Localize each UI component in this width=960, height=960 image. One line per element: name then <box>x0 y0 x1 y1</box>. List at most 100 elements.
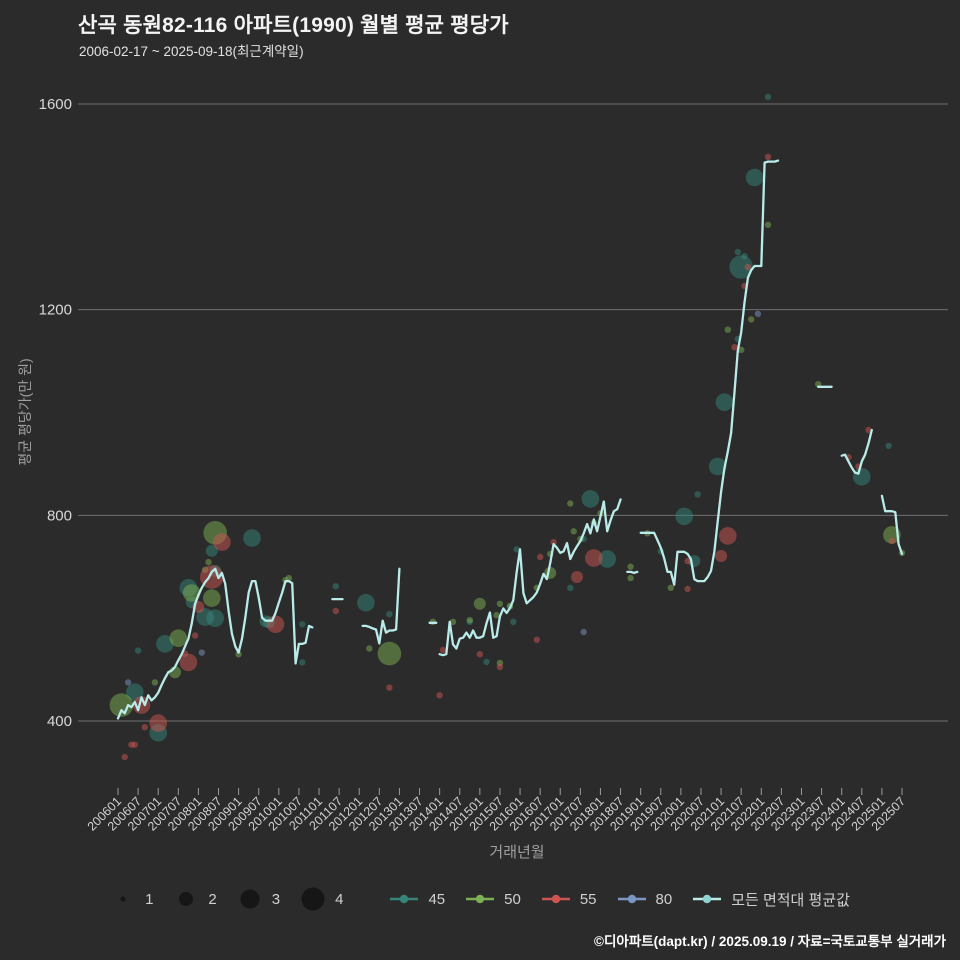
data-point-55[interactable] <box>179 653 198 672</box>
data-point-55[interactable] <box>121 753 128 761</box>
data-point-45[interactable] <box>483 658 490 666</box>
data-point-50[interactable] <box>377 641 402 666</box>
data-point-50[interactable] <box>182 584 201 602</box>
footer-credit: ©디아파트(dapt.kr) / 2025.09.19 / 자료=국토교통부 실… <box>594 934 946 949</box>
data-point-45[interactable] <box>764 93 772 101</box>
data-point-80[interactable] <box>580 628 587 636</box>
data-point-55[interactable] <box>550 538 557 546</box>
data-point-55[interactable] <box>191 632 199 639</box>
data-point-50[interactable] <box>627 574 634 582</box>
data-point-55[interactable] <box>496 663 504 671</box>
data-point-55[interactable] <box>744 263 752 271</box>
data-point-80[interactable] <box>124 679 132 686</box>
data-point-50[interactable] <box>151 679 159 686</box>
size-legend-item-2[interactable]: 2 <box>173 886 217 912</box>
data-point-45[interactable] <box>745 168 764 187</box>
data-point-45[interactable] <box>729 255 753 279</box>
data-point-45[interactable] <box>205 544 218 557</box>
data-point-50[interactable] <box>496 600 504 607</box>
data-point-45[interactable] <box>243 529 261 547</box>
data-point-80[interactable] <box>198 649 205 656</box>
data-point-55[interactable] <box>764 153 772 161</box>
data-point-45[interactable] <box>510 618 517 625</box>
data-point-55[interactable] <box>684 585 691 593</box>
data-point-50[interactable] <box>235 651 242 658</box>
data-point-50[interactable] <box>764 221 772 228</box>
data-point-45[interactable] <box>126 683 144 701</box>
series-legend-item-80[interactable]: 80 <box>617 891 672 908</box>
data-point-55[interactable] <box>386 684 393 691</box>
data-point-55[interactable] <box>571 571 583 583</box>
data-point-55[interactable] <box>149 714 167 732</box>
data-point-45[interactable] <box>299 659 306 666</box>
series-legend-item-55[interactable]: 55 <box>541 891 597 908</box>
data-point-45[interactable] <box>299 621 306 628</box>
data-point-45[interactable] <box>357 593 375 612</box>
data-point-55[interactable] <box>332 607 339 615</box>
data-point-45[interactable] <box>581 490 600 508</box>
x-axis-label: 거래년월 <box>489 844 544 861</box>
data-point-50[interactable] <box>748 316 755 323</box>
series-legend-item-avg[interactable]: 모든 면적대 평균값 <box>692 889 850 910</box>
data-point-50[interactable] <box>493 611 500 619</box>
data-point-50[interactable] <box>724 326 731 333</box>
data-point-45[interactable] <box>715 393 734 412</box>
data-point-55[interactable] <box>533 636 540 643</box>
data-point-50[interactable] <box>285 574 293 582</box>
data-point-50[interactable] <box>667 584 674 591</box>
data-point-50[interactable] <box>627 563 634 570</box>
size-dot-3-icon <box>240 889 260 909</box>
data-point-50[interactable] <box>203 589 221 607</box>
data-point-45[interactable] <box>885 442 892 450</box>
data-point-50[interactable] <box>567 500 574 507</box>
data-point-45[interactable] <box>332 583 339 590</box>
data-point-50[interactable] <box>449 618 457 625</box>
data-point-55[interactable] <box>141 724 148 731</box>
size-legend-item-4[interactable]: 4 <box>300 886 343 912</box>
data-point-55[interactable] <box>476 651 483 658</box>
data-point-55[interactable] <box>213 533 231 551</box>
data-point-50[interactable] <box>570 528 577 535</box>
size-legend-label: 3 <box>271 890 281 908</box>
size-legend-item-3[interactable]: 3 <box>237 886 280 912</box>
series-legend-item-45[interactable]: 45 <box>389 891 445 908</box>
data-point-55[interactable] <box>865 426 872 434</box>
data-point-55[interactable] <box>719 527 737 545</box>
data-point-45[interactable] <box>206 609 224 627</box>
size-dot-1-icon <box>120 896 126 902</box>
data-point-55[interactable] <box>266 615 285 634</box>
data-point-55[interactable] <box>585 549 603 567</box>
data-point-50[interactable] <box>738 346 745 353</box>
data-point-45[interactable] <box>598 550 616 568</box>
data-point-45[interactable] <box>513 546 520 553</box>
data-point-45[interactable] <box>156 635 174 653</box>
size-legend-item-1[interactable]: 1 <box>110 886 153 912</box>
data-point-55[interactable] <box>888 537 896 545</box>
series-legend-item-50[interactable]: 50 <box>465 891 521 908</box>
data-point-50[interactable] <box>466 617 473 624</box>
data-point-45[interactable] <box>134 647 142 654</box>
data-point-50[interactable] <box>366 645 373 652</box>
data-point-45[interactable] <box>386 610 393 618</box>
data-point-55[interactable] <box>537 553 544 561</box>
data-point-45[interactable] <box>708 457 727 476</box>
data-point-50[interactable] <box>205 558 212 566</box>
data-point-80[interactable] <box>754 310 762 317</box>
data-point-55[interactable] <box>131 741 138 748</box>
data-point-55[interactable] <box>439 646 447 654</box>
data-point-55[interactable] <box>715 550 728 562</box>
data-point-45[interactable] <box>694 491 701 498</box>
y-tick-label: 1600 <box>39 96 72 113</box>
y-axis-label: 평균 평당가(만 원) <box>17 358 33 465</box>
data-point-55[interactable] <box>684 557 691 565</box>
data-point-50[interactable] <box>473 597 486 610</box>
data-point-45[interactable] <box>675 507 693 526</box>
data-point-45[interactable] <box>567 584 574 591</box>
data-point-50[interactable] <box>169 629 188 647</box>
data-point-55[interactable] <box>731 344 738 351</box>
data-point-45[interactable] <box>853 468 871 486</box>
data-point-50[interactable] <box>109 693 134 717</box>
data-point-45[interactable] <box>734 248 741 256</box>
data-point-55[interactable] <box>436 692 443 699</box>
series-legend-label: 55 <box>579 890 597 908</box>
